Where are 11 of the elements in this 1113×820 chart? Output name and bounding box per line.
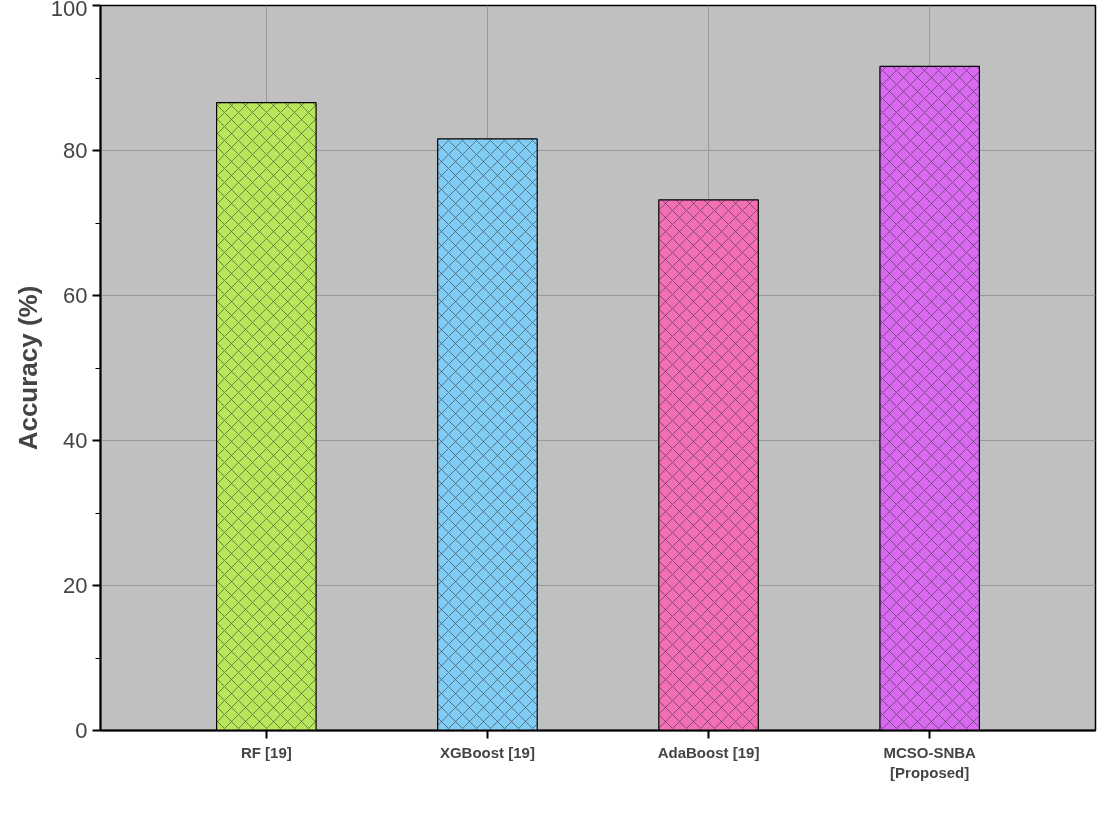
x-tick-label: AdaBoost [19] (657, 743, 760, 761)
x-tick-label: MCSO-SNBA [Proposed] (883, 743, 977, 781)
y-tick-label: 60 (63, 283, 88, 308)
y-tick-label: 0 (75, 718, 88, 743)
y-tick-label: 80 (63, 138, 88, 163)
y-tick-label: 40 (63, 428, 88, 453)
y-axis-title: Accuracy (%) (12, 285, 43, 451)
x-tick-label: RF [19] (240, 743, 292, 761)
y-tick-label: 20 (63, 573, 88, 598)
y-tick-label: 100 (50, 0, 88, 21)
x-tick-label: XGBoost [19] (439, 743, 535, 761)
